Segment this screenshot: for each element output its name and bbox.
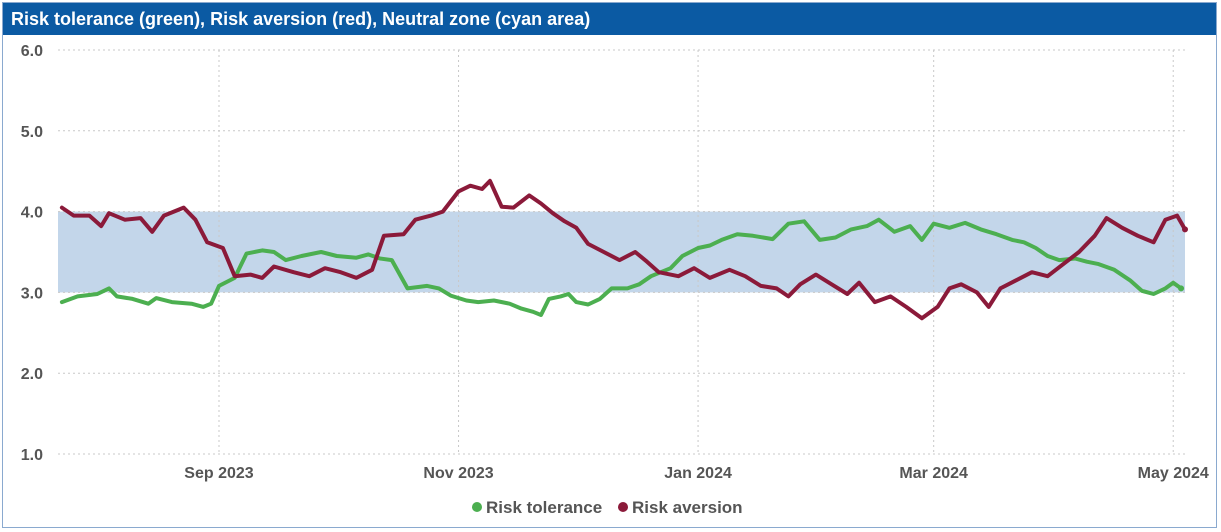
x-tick-label: Jan 2024: [664, 465, 732, 482]
risk-tolerance-line: [59, 217, 1184, 317]
x-tick-label: Mar 2024: [899, 465, 968, 482]
legend-marker-risk-tolerance: [472, 502, 482, 512]
x-tick-label: Sep 2023: [184, 465, 253, 482]
risk-tolerance-line-end-point: [1178, 285, 1185, 292]
y-tick-label: 3.0: [21, 285, 43, 302]
series-layer: [59, 178, 1188, 321]
y-tick-label: 5.0: [21, 124, 43, 141]
x-tick-label: May 2024: [1138, 465, 1209, 482]
chart-title: Risk tolerance (green), Risk aversion (r…: [3, 3, 1216, 35]
x-tick-label: Nov 2023: [423, 465, 493, 482]
y-tick-label: 6.0: [21, 43, 43, 60]
risk-aversion-line: [59, 178, 1187, 321]
line-chart: 1.0 2.0 3.0 4.0 5.0 6.0 Sep 2023 Nov 2023 Jan 2…: [21, 43, 1209, 517]
legend-label-risk-aversion: Risk aversion: [632, 498, 743, 517]
x-axis-ticks: Sep 2023 Nov 2023 Jan 2024 Mar 2024 May 2024: [184, 465, 1209, 482]
y-tick-label: 2.0: [21, 366, 43, 383]
y-tick-label: 1.0: [21, 447, 43, 464]
y-tick-label: 4.0: [21, 205, 43, 222]
grid-layer: [58, 49, 1185, 455]
legend-label-risk-tolerance: Risk tolerance: [486, 498, 602, 517]
risk-aversion-line-end-point: [1182, 226, 1188, 233]
legend: Risk tolerance Risk aversion: [472, 498, 743, 517]
y-axis-ticks: 1.0 2.0 3.0 4.0 5.0 6.0: [21, 43, 43, 464]
legend-marker-risk-aversion: [618, 502, 628, 512]
